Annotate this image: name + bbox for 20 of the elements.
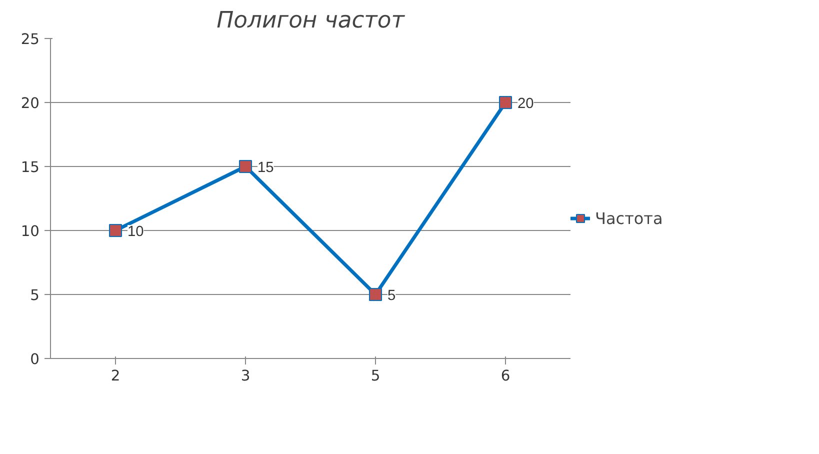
legend-label: Частота: [595, 208, 663, 228]
x-tick-label: 6: [500, 368, 510, 384]
y-tick-label: 5: [30, 287, 40, 304]
x-tick-label: 2: [110, 368, 120, 384]
point: [109, 224, 122, 237]
y-tick-label: 25: [20, 31, 40, 48]
point: [369, 288, 382, 301]
data-label: 20: [518, 96, 534, 112]
point: [499, 96, 512, 109]
data-label: 10: [128, 224, 144, 240]
y-tick-label: 20: [20, 95, 40, 112]
y-tick-label: 15: [20, 159, 40, 176]
x-tick-label: 5: [370, 368, 380, 384]
data-label: 15: [258, 160, 274, 176]
chart-title: Полигон частот: [216, 8, 406, 34]
data-label: 5: [388, 288, 396, 304]
point: [239, 160, 252, 173]
y-tick-label: 10: [20, 223, 40, 240]
x-tick-label: 3: [240, 368, 250, 384]
y-tick-label: 0: [30, 351, 40, 368]
